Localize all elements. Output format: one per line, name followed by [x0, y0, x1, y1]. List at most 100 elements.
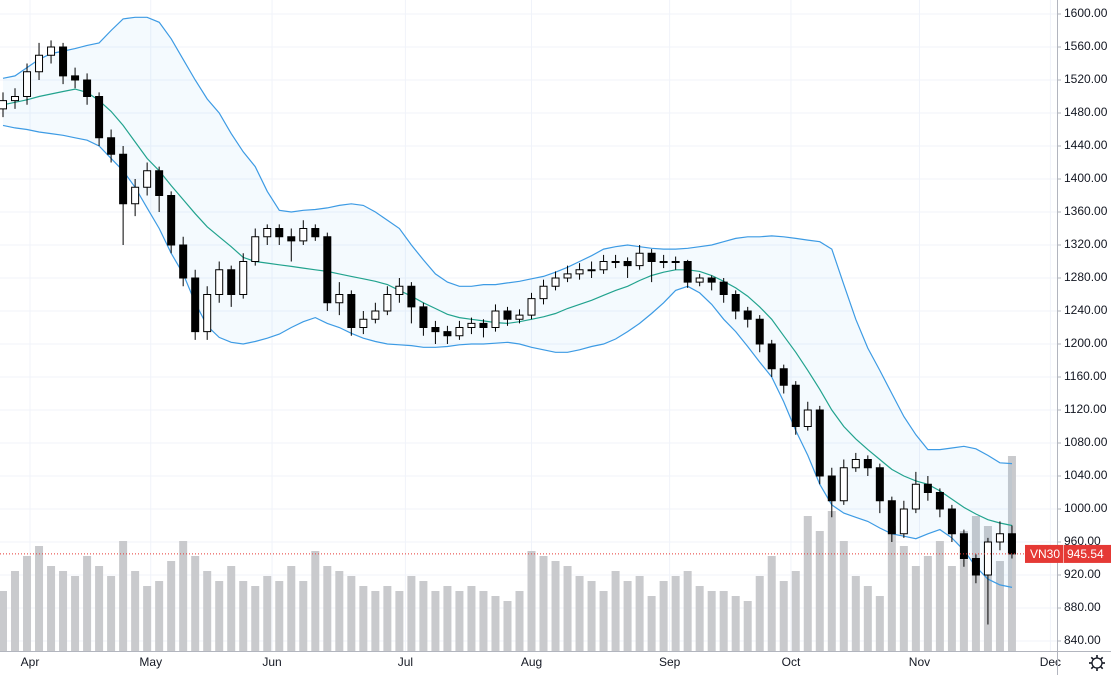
y-tick-label: 1360.00: [1064, 204, 1108, 218]
candle-body: [803, 409, 812, 427]
volume-bar: [119, 541, 128, 651]
volume-bar: [167, 561, 176, 651]
candle-body: [491, 310, 500, 328]
y-tick-label: 840.00: [1064, 633, 1101, 647]
last-price-tag: [1025, 544, 1111, 563]
candle-body: [455, 327, 464, 337]
y-tick-label: 1280.00: [1064, 270, 1108, 284]
candle-body: [1007, 533, 1016, 555]
candle-body: [743, 310, 752, 320]
volume-bar: [887, 526, 896, 651]
candle-body: [695, 277, 704, 283]
volume-bar: [947, 566, 956, 651]
candle-body: [527, 298, 536, 316]
candle-body: [443, 331, 452, 337]
candle-body: [503, 310, 512, 320]
volume-bar: [311, 551, 320, 651]
x-tick-label: Oct: [782, 655, 801, 669]
bollinger-bands: [2, 16, 1013, 588]
volume-bar: [0, 591, 8, 651]
candle-body: [515, 314, 524, 320]
candle-body: [671, 261, 680, 263]
volume-bar: [455, 591, 464, 651]
candle-body: [347, 294, 356, 328]
candle-body: [47, 46, 56, 56]
candle-body: [251, 236, 260, 262]
candle-body: [815, 409, 824, 477]
volume-bar: [95, 566, 104, 651]
candle-body: [371, 310, 380, 320]
volume-bar: [695, 586, 704, 651]
candle-body: [263, 228, 272, 238]
candle-body: [731, 294, 740, 312]
candle-body: [407, 285, 416, 308]
volume-bar: [863, 586, 872, 651]
candle-body: [923, 483, 932, 493]
x-tick-label: Jun: [262, 655, 281, 669]
volume-bar: [11, 571, 20, 651]
candle-body: [875, 467, 884, 502]
candle-body: [935, 492, 944, 510]
x-tick-label: Jul: [398, 655, 413, 669]
volume-bar: [827, 511, 836, 651]
candle-body: [227, 269, 236, 295]
candle-body: [131, 186, 140, 205]
volume-bar: [767, 556, 776, 651]
volume-bar: [335, 571, 344, 651]
y-tick-label: 1120.00: [1064, 402, 1107, 416]
y-tick-label: 920.00: [1064, 567, 1101, 581]
candle-body: [539, 285, 548, 300]
y-tick-label: 1040.00: [1064, 468, 1108, 482]
y-tick-label: 1320.00: [1064, 237, 1108, 251]
volume-bar: [131, 571, 140, 651]
volume-bar: [275, 581, 284, 651]
settings-icon[interactable]: [1089, 655, 1105, 671]
candle-body: [707, 277, 716, 283]
volume-bar: [143, 586, 152, 651]
volume-bar: [911, 566, 920, 651]
volume-bar: [875, 596, 884, 651]
candle-body: [887, 500, 896, 535]
candle-body: [599, 261, 608, 271]
volume-bar: [611, 571, 620, 651]
volume-bar: [383, 586, 392, 651]
candles: [0, 40, 1057, 625]
candle-body: [839, 467, 848, 502]
volume-bar: [719, 591, 728, 651]
band-upper: [2, 16, 1013, 465]
candle-body: [971, 558, 980, 576]
x-tick-label: May: [139, 655, 162, 669]
candle-body: [59, 46, 68, 77]
volume-bar: [539, 556, 548, 651]
volume-bar: [443, 586, 452, 651]
volume-bar: [239, 581, 248, 651]
volume-bar: [791, 571, 800, 651]
candle-body: [791, 384, 800, 427]
candle-body: [107, 137, 116, 155]
y-tick-label: 1560.00: [1064, 39, 1108, 53]
candle-body: [83, 79, 92, 97]
band-lower: [2, 124, 1013, 588]
candle-body: [215, 269, 224, 295]
candle-body: [419, 306, 428, 328]
volume-bar: [359, 586, 368, 651]
candle-body: [275, 228, 284, 238]
volume-bar: [851, 576, 860, 651]
candle-body: [959, 533, 968, 559]
volume-bar: [899, 546, 908, 651]
volume-bar: [659, 581, 668, 651]
y-tick-label: 1600.00: [1064, 6, 1108, 20]
candle-body: [587, 269, 596, 272]
volume-bar: [635, 576, 644, 651]
volume-bar: [707, 591, 716, 651]
candle-body: [311, 228, 320, 238]
candle-body: [659, 261, 668, 263]
volume-bar: [395, 591, 404, 651]
volume-bar: [347, 576, 356, 651]
volume-bar: [59, 571, 68, 651]
candle-body: [767, 343, 776, 370]
candle-body: [863, 459, 872, 469]
volume-bar: [491, 596, 500, 651]
volume-bar: [419, 581, 428, 651]
